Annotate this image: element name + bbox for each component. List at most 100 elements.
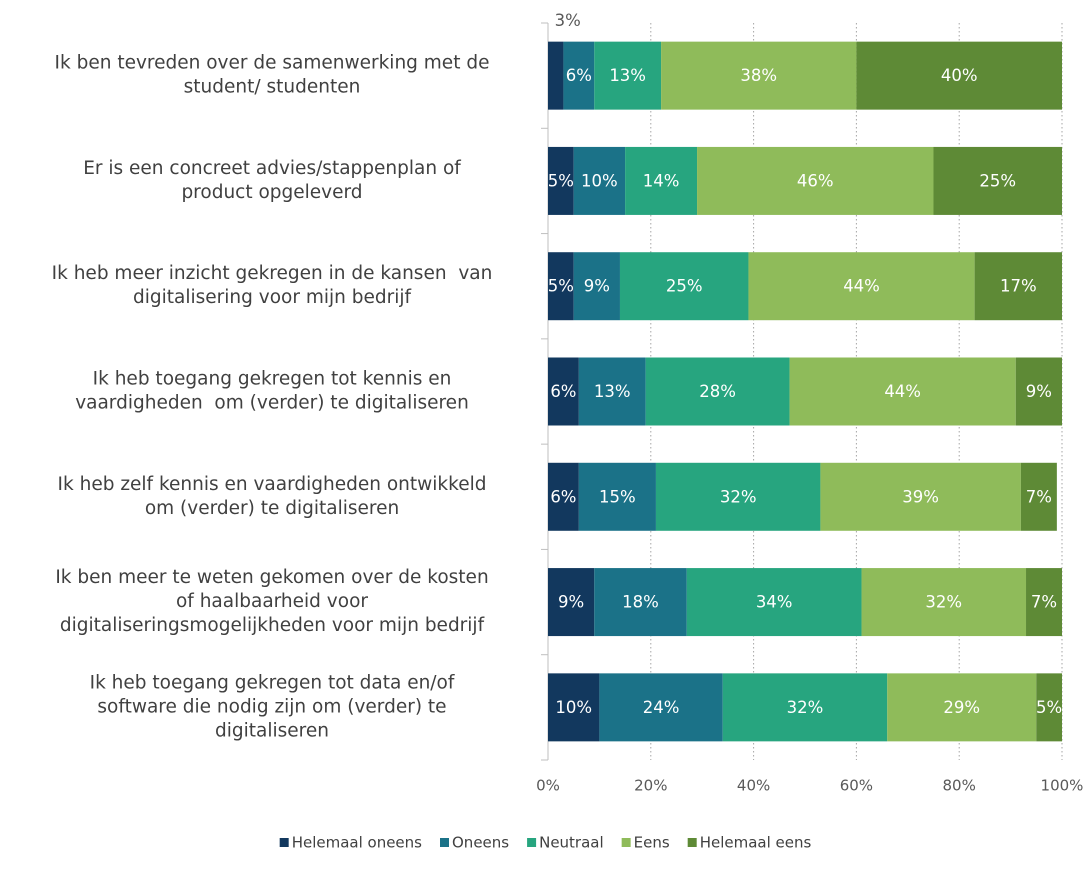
data-label: 18%: [622, 593, 659, 612]
data-label: 6%: [566, 66, 592, 85]
x-tick-label: 80%: [943, 777, 976, 795]
bar-segment: [578, 462, 656, 531]
bar-segment: [563, 41, 595, 110]
bar-segment: [548, 462, 579, 531]
category-label: vaardigheden om (verder) te digitalisere…: [75, 393, 469, 414]
data-label: 32%: [720, 487, 757, 506]
data-label: 40%: [941, 66, 978, 85]
legend-swatch: [440, 838, 449, 847]
category-label: Ik heb toegang gekregen tot kennis en: [93, 369, 452, 390]
category-label: of haalbaarheid voor: [176, 591, 368, 612]
data-label: 3%: [555, 11, 581, 30]
data-label: 9%: [558, 593, 584, 612]
bar-segment: [573, 146, 626, 215]
data-label: 13%: [594, 382, 631, 401]
bar-segment: [573, 252, 620, 321]
legend-swatch: [279, 838, 289, 847]
legend-label: Eens: [634, 834, 670, 852]
x-tick-label: 20%: [634, 777, 667, 795]
data-label: 34%: [756, 593, 793, 612]
data-label: 7%: [1031, 593, 1057, 612]
category-label: digitaliseren: [215, 720, 329, 741]
data-label: 5%: [548, 171, 574, 190]
legend-swatch: [621, 838, 631, 847]
bar-segment: [619, 252, 749, 321]
bar-segment: [820, 462, 1021, 531]
bar-segment: [548, 673, 600, 742]
bar-segment: [548, 357, 579, 426]
data-label: 5%: [1036, 698, 1062, 717]
data-label: 10%: [581, 171, 618, 190]
bar-segment: [1036, 673, 1062, 742]
bar-segment: [645, 357, 790, 426]
data-label: 9%: [584, 277, 610, 296]
bar-segment: [655, 462, 821, 531]
x-tick-label: 40%: [737, 777, 770, 795]
category-label: digitalisering voor mijn bedrijf: [133, 287, 411, 308]
bar-segment: [548, 146, 574, 215]
bar-segment: [856, 41, 1062, 110]
bar-segment: [548, 41, 564, 110]
category-label: om (verder) te digitaliseren: [145, 498, 399, 519]
category-label: product opgeleverd: [181, 182, 362, 203]
category-label: Ik ben tevreden over de samenwerking met…: [55, 53, 490, 74]
data-label: 38%: [740, 66, 777, 85]
data-label: 25%: [666, 277, 703, 296]
legend-label: Helemaal eens: [700, 834, 812, 852]
data-label: 28%: [699, 382, 736, 401]
bar-segment: [789, 357, 1016, 426]
data-label: 29%: [943, 698, 980, 717]
bar-segment: [1020, 462, 1057, 531]
data-label: 44%: [843, 277, 880, 296]
category-label: Er is een concreet advies/stappenplan of: [83, 158, 461, 179]
bar-segment: [594, 568, 687, 637]
bar-segment: [722, 673, 888, 742]
data-label: 32%: [787, 698, 824, 717]
bar-segment: [594, 41, 662, 110]
data-label: 24%: [643, 698, 680, 717]
category-label: digitaliseringsmogelijkheden voor mijn b…: [60, 615, 485, 636]
data-label: 5%: [548, 277, 574, 296]
bar-segment: [1015, 357, 1062, 426]
data-label: 9%: [1026, 382, 1052, 401]
legend-swatch: [687, 838, 697, 847]
data-label: 17%: [1000, 277, 1037, 296]
category-label: software die nodig zijn om (verder) te: [97, 696, 446, 717]
bar-segment: [548, 568, 595, 637]
data-label: 10%: [555, 698, 592, 717]
bar-segment: [599, 673, 723, 742]
data-label: 7%: [1026, 487, 1052, 506]
x-tick-label: 60%: [840, 777, 873, 795]
legend-label: Oneens: [452, 834, 509, 852]
category-label: Ik heb zelf kennis en vaardigheden ontwi…: [58, 474, 487, 495]
data-label: 39%: [902, 487, 939, 506]
x-tick-label: 100%: [1041, 777, 1084, 795]
bar-segment: [861, 568, 1027, 637]
bar-segment: [748, 252, 975, 321]
legend-swatch: [527, 838, 537, 847]
category-label: student/ studenten: [184, 77, 361, 98]
bar-segment: [686, 568, 862, 637]
category-label: Ik ben meer te weten gekomen over de kos…: [55, 567, 488, 588]
data-label: 32%: [925, 593, 962, 612]
data-label: 44%: [884, 382, 921, 401]
bar-segment: [661, 41, 857, 110]
x-tick-label: 0%: [536, 777, 560, 795]
data-label: 15%: [599, 487, 636, 506]
data-label: 6%: [550, 487, 576, 506]
bar-segment: [625, 146, 698, 215]
bar-segment: [933, 146, 1062, 215]
data-label: 6%: [550, 382, 576, 401]
category-label: Ik heb meer inzicht gekregen in de kanse…: [52, 263, 493, 284]
bar-segment: [697, 146, 934, 215]
category-label: Ik heb toegang gekregen tot data en/of: [90, 672, 455, 693]
legend-label: Neutraal: [539, 834, 604, 852]
bar-segment: [1026, 568, 1062, 637]
bar-segment: [548, 252, 574, 321]
data-label: 25%: [979, 171, 1016, 190]
bar-segment: [887, 673, 1037, 742]
legend-label: Helemaal oneens: [292, 834, 422, 852]
bar-segment: [578, 357, 646, 426]
data-label: 14%: [643, 171, 680, 190]
